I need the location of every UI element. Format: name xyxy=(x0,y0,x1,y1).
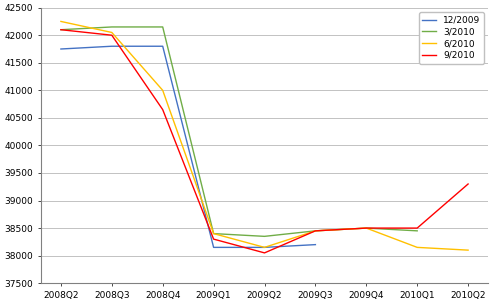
9/2010 xyxy=(313,229,318,233)
12/2009 xyxy=(313,243,318,247)
3/2010 xyxy=(58,28,64,32)
6/2010 xyxy=(58,20,64,23)
6/2010 xyxy=(313,229,318,233)
3/2010 xyxy=(414,229,420,233)
6/2010 xyxy=(414,246,420,249)
Line: 12/2009: 12/2009 xyxy=(61,46,316,247)
6/2010 xyxy=(160,88,166,92)
Line: 6/2010: 6/2010 xyxy=(61,22,468,250)
6/2010 xyxy=(109,31,115,34)
3/2010 xyxy=(160,25,166,29)
9/2010 xyxy=(414,226,420,230)
3/2010 xyxy=(262,234,268,238)
Line: 9/2010: 9/2010 xyxy=(61,30,468,253)
12/2009 xyxy=(262,246,268,249)
6/2010 xyxy=(211,232,216,235)
9/2010 xyxy=(160,108,166,112)
3/2010 xyxy=(313,229,318,233)
12/2009 xyxy=(160,44,166,48)
9/2010 xyxy=(262,251,268,255)
12/2009 xyxy=(211,246,216,249)
9/2010 xyxy=(211,237,216,241)
9/2010 xyxy=(465,182,471,186)
3/2010 xyxy=(109,25,115,29)
12/2009 xyxy=(58,47,64,51)
9/2010 xyxy=(363,226,369,230)
9/2010 xyxy=(109,33,115,37)
Legend: 12/2009, 3/2010, 6/2010, 9/2010: 12/2009, 3/2010, 6/2010, 9/2010 xyxy=(419,12,484,64)
6/2010 xyxy=(262,246,268,249)
6/2010 xyxy=(363,226,369,230)
12/2009 xyxy=(109,44,115,48)
9/2010 xyxy=(58,28,64,32)
6/2010 xyxy=(465,248,471,252)
Line: 3/2010: 3/2010 xyxy=(61,27,417,236)
3/2010 xyxy=(363,226,369,230)
3/2010 xyxy=(211,232,216,235)
